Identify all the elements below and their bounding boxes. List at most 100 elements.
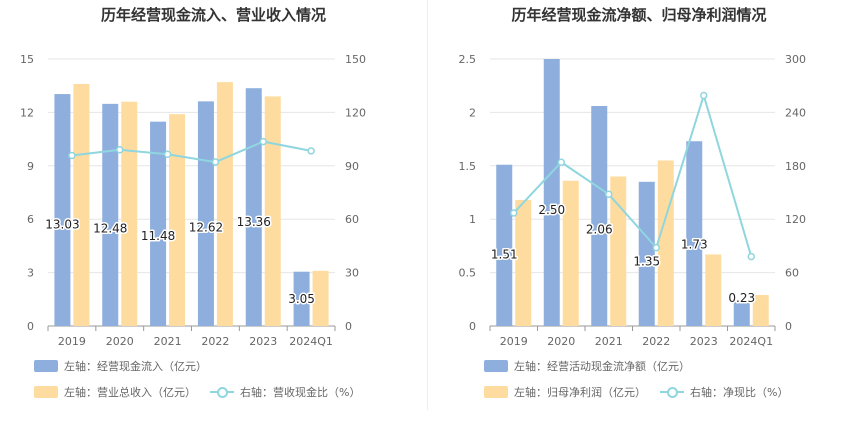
bar-series-a	[245, 88, 262, 326]
y-left-tick-label: 1.5	[459, 160, 477, 173]
ratio-point	[510, 209, 518, 217]
legend-item-net-cashflow[interactable]: 左轴：经营活动现金流净额（亿元）	[484, 358, 690, 374]
x-tick-label: 2023	[249, 335, 277, 348]
bar-value-label: 11.48	[141, 229, 175, 243]
y-right-tick-label: 0	[785, 320, 792, 333]
y-left-tick-label: 1	[469, 213, 476, 226]
bar-series-a	[150, 121, 167, 326]
y-left-tick-label: 2	[469, 106, 476, 119]
y-right-tick-label: 30	[345, 267, 359, 280]
y-left-tick-label: 0	[27, 320, 34, 333]
bar-series-a	[591, 105, 608, 326]
chart-title-left: 历年经营现金流入、营业收入情况	[100, 6, 326, 24]
legend-item-net-cash-ratio[interactable]: 右轴：净现比（%）	[660, 384, 788, 400]
legend-swatch-revenue	[34, 386, 58, 398]
x-tick-label: 2023	[690, 335, 718, 348]
bar-series-b	[752, 295, 769, 326]
legend-line-marker-icon	[210, 386, 234, 398]
ratio-point	[259, 137, 267, 146]
ratio-point	[68, 151, 76, 160]
bar-series-b	[705, 254, 722, 326]
y-left-tick-label: 3	[27, 267, 34, 280]
ratio-point	[747, 252, 755, 261]
x-tick-label: 2021	[154, 335, 182, 348]
bar-value-label: 1.73	[681, 237, 708, 251]
x-tick-label: 2020	[106, 335, 134, 348]
legend-label-revenue: 左轴：营业总收入（亿元）	[64, 386, 196, 399]
bar-series-a	[543, 59, 560, 326]
bar-value-label: 13.36	[237, 215, 271, 229]
bar-series-a	[496, 164, 513, 326]
legend-label-cash-ratio: 右轴：营收现金比（%）	[240, 386, 361, 399]
legend-row-1-right: 左轴：经营活动现金流净额（亿元）	[484, 358, 704, 374]
bar-value-label: 3.05	[288, 292, 315, 306]
legend-item-cash-ratio[interactable]: 右轴：营收现金比（%）	[210, 384, 360, 400]
legend-item-inflow[interactable]: 左轴：经营现金流入（亿元）	[34, 358, 207, 374]
bar-value-label: 12.48	[93, 222, 127, 236]
bar-series-a	[733, 301, 750, 326]
legend-item-revenue[interactable]: 左轴：营业总收入（亿元）	[34, 384, 196, 400]
x-tick-label: 2024Q1	[289, 335, 333, 348]
y-left-tick-label: 15	[20, 53, 34, 66]
x-tick-label: 2022	[201, 335, 229, 348]
bar-series-b	[657, 160, 674, 326]
ratio-point	[163, 150, 172, 158]
ratio-point	[211, 158, 220, 166]
ratio-point	[307, 147, 315, 155]
bar-series-a	[102, 103, 119, 326]
bar-series-b	[562, 180, 579, 326]
x-tick-label: 2024Q1	[729, 335, 773, 348]
y-right-tick-label: 120	[785, 213, 806, 226]
x-tick-label: 2021	[595, 335, 623, 348]
x-tick-label: 2020	[547, 335, 575, 348]
y-right-tick-label: 60	[345, 213, 359, 226]
bar-series-b	[610, 176, 627, 326]
bar-series-b	[312, 270, 329, 326]
legend-label-net-cashflow: 左轴：经营活动现金流净额（亿元）	[514, 360, 690, 373]
legend-swatch-net-cashflow	[484, 360, 508, 372]
x-tick-label: 2019	[58, 335, 86, 348]
y-right-tick-label: 240	[785, 106, 806, 119]
bar-value-label: 0.23	[728, 291, 755, 305]
y-left-tick-label: 6	[27, 213, 34, 226]
ratio-point	[700, 91, 708, 100]
bar-value-label: 2.06	[586, 223, 613, 237]
bar-series-b	[216, 82, 233, 326]
y-right-tick-label: 90	[345, 160, 359, 173]
ratio-line	[513, 92, 753, 257]
ratio-point	[605, 190, 613, 199]
bar-value-label: 2.50	[538, 203, 565, 217]
ratio-point	[652, 243, 660, 252]
chart-panel-right: 历年经营现金流净额、归母净利润情况 0 0.5 1 1.5 2 2.5 0 60 120 180 2…	[428, 0, 850, 437]
y-left-tick-label: 12	[20, 106, 34, 119]
y-left-tick-label: 0	[469, 320, 476, 333]
bar-series-b	[515, 199, 532, 326]
y-left-tick-label: 2.5	[459, 53, 477, 66]
ratio-point	[116, 146, 124, 154]
legend-row-2-right: 左轴：归母净利润（亿元） 右轴：净现比（%）	[484, 384, 802, 400]
y-right-tick-label: 0	[345, 320, 352, 333]
bar-value-label: 1.35	[633, 254, 660, 268]
bar-series-a	[54, 94, 71, 326]
legend-line-marker-icon	[660, 386, 684, 398]
panel-divider	[427, 0, 428, 410]
legend-item-net-profit[interactable]: 左轴：归母净利润（亿元）	[484, 384, 646, 400]
bar-value-label: 13.03	[45, 218, 79, 232]
legend-label-inflow: 左轴：经营现金流入（亿元）	[64, 360, 207, 373]
y-right-tick-label: 120	[345, 106, 366, 119]
legend-row-1-left: 左轴：经营现金流入（亿元）	[34, 358, 221, 374]
legend-row-2-left: 左轴：营业总收入（亿元） 右轴：营收现金比（%）	[34, 384, 374, 400]
bar-value-label: 12.62	[189, 221, 223, 235]
legend-swatch-net-profit	[484, 386, 508, 398]
ratio-point	[557, 158, 565, 166]
y-right-tick-label: 150	[345, 53, 366, 66]
chart-panel-left: 历年经营现金流入、营业收入情况 0 3 6 9 12 15 0 30 60 90 120 150 201…	[20, 6, 374, 400]
legend-label-net-profit: 左轴：归母净利润（亿元）	[514, 386, 646, 399]
ratio-line	[71, 140, 312, 164]
x-tick-label: 2022	[642, 335, 670, 348]
bar-series-b	[121, 101, 138, 326]
bar-series-a	[638, 181, 655, 326]
bar-series-a	[197, 101, 214, 326]
